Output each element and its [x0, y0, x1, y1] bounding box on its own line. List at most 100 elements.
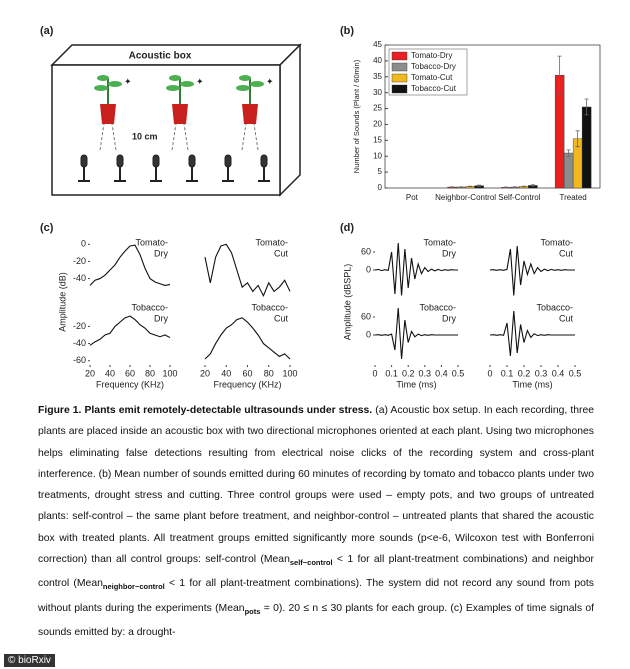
- y-tick-label: 0: [81, 239, 86, 249]
- y-tick-label: -60: [73, 355, 86, 365]
- legend-swatch: [391, 62, 408, 72]
- legend-swatch: [391, 73, 408, 83]
- y-axis-label: Number of Sounds (Plant / 60min): [352, 59, 361, 173]
- series-label: Tobacco-: [536, 302, 573, 312]
- line: [89, 244, 171, 286]
- series-label: Tomato-: [135, 237, 168, 247]
- x-tick-label: 40: [221, 368, 231, 378]
- svg-text:✦: ✦: [124, 76, 132, 86]
- panel-label: (c): [40, 222, 54, 234]
- y-axis-label: Amplitude (dB): [57, 272, 67, 332]
- x-axis-label: Frequency (KHz): [96, 379, 164, 389]
- panel-label: (d): [340, 222, 354, 234]
- y-tick-label: 60: [361, 311, 371, 321]
- x-tick-label: 100: [162, 368, 177, 378]
- x-tick-label: 0.1: [385, 368, 398, 378]
- plot-frame: [384, 44, 601, 189]
- acoustic-box: [50, 43, 302, 197]
- x-tick-label: 80: [264, 368, 274, 378]
- x-tick-label: 0.5: [452, 368, 465, 378]
- microphones: [78, 154, 270, 182]
- box-title: Acoustic box: [129, 51, 192, 62]
- series-label: Tobacco-: [419, 302, 456, 312]
- error-bar: [566, 149, 571, 157]
- caption: Figure 1. Plants emit remotely-detectabl…: [38, 400, 594, 644]
- x-tick-label: 0.4: [435, 368, 448, 378]
- svg-text:✦: ✦: [196, 76, 204, 86]
- caption-run: = 0). 20 ≤ n ≤ 30 plants for each group.…: [38, 602, 594, 639]
- y-tick-label: 0: [378, 183, 383, 192]
- y-tick-label: 0: [366, 329, 371, 339]
- series-label: Dry: [442, 248, 456, 258]
- x-tick-label: 0.2: [402, 368, 415, 378]
- y-tick-label: -20: [73, 321, 86, 331]
- error-bar: [557, 55, 562, 95]
- x-tick-label: 20: [200, 368, 210, 378]
- y-tick-label: 45: [373, 40, 382, 49]
- legend-label: Tomato-Cut: [411, 73, 453, 82]
- error-bar: [575, 130, 580, 148]
- x-tick-label: Self-Control: [498, 193, 540, 202]
- series-label: Tobacco-: [131, 302, 168, 312]
- x-tick-label: 0.1: [501, 368, 514, 378]
- series-label: Cut: [274, 248, 289, 258]
- x-axis-label: Time (ms): [512, 379, 552, 389]
- line: [204, 243, 291, 298]
- y-tick-label: 10: [373, 151, 382, 160]
- caption-run: pots: [244, 606, 261, 616]
- x-tick-label: 0.3: [535, 368, 548, 378]
- x-tick-label: 20: [85, 368, 95, 378]
- caption-run: Figure 1. Plants emit remotely-detectabl…: [38, 405, 373, 416]
- series-label: Tomato-: [255, 237, 288, 247]
- panel-label: (b): [340, 25, 354, 37]
- y-tick-label: -20: [73, 256, 86, 266]
- plants: ✦ ✦ ✦: [94, 75, 274, 151]
- caption-run: < 1 for all plant-treatment combinations…: [38, 578, 595, 614]
- line: [374, 307, 458, 360]
- caption-run: (a) Acoustic box setup. In each recordin…: [38, 405, 595, 566]
- bar: [563, 152, 574, 189]
- legend-swatch: [391, 51, 408, 61]
- series-label: Tomato-: [423, 237, 456, 247]
- line: [89, 315, 171, 346]
- y-tick-label: 0: [366, 264, 371, 274]
- series-label: Cut: [559, 313, 574, 323]
- series-label: Dry: [154, 313, 168, 323]
- error-bar: [468, 185, 473, 188]
- y-tick-label: 40: [373, 56, 382, 65]
- x-tick-label: 100: [282, 368, 297, 378]
- series-label: Cut: [274, 313, 289, 323]
- x-tick-label: 80: [145, 368, 155, 378]
- error-bar: [521, 185, 526, 188]
- x-tick-label: Treated: [559, 193, 586, 202]
- caption-run: neighbor−control: [102, 582, 165, 592]
- y-tick-label: 60: [361, 246, 371, 256]
- x-tick-label: 0.4: [552, 368, 565, 378]
- y-tick-label: 25: [373, 104, 382, 113]
- error-bar: [459, 186, 464, 188]
- y-axis-label: Amplitude (dBSPL): [342, 264, 352, 341]
- error-bar: [503, 186, 508, 189]
- footer: © bioRxiv: [4, 654, 55, 667]
- y-tick-label: -40: [73, 273, 86, 283]
- x-axis-label: Frequency (KHz): [213, 379, 281, 389]
- error-bar: [530, 184, 535, 187]
- y-tick-label: -40: [73, 338, 86, 348]
- legend-label: Tomato-Dry: [411, 51, 452, 60]
- legend-label: Tobacco-Dry: [411, 62, 456, 71]
- x-tick-label: Pot: [406, 193, 419, 202]
- svg-text:✦: ✦: [266, 76, 274, 86]
- error-bar: [584, 98, 589, 116]
- x-tick-label: 0.5: [569, 368, 582, 378]
- caption-run: < 1 for all plant-treatment combinations…: [38, 554, 595, 590]
- series-label: Dry: [442, 313, 456, 323]
- y-tick-label: 20: [373, 120, 382, 129]
- caption-run: self−control: [289, 558, 333, 568]
- bar: [581, 106, 592, 189]
- figure: (a) (b) (c) (d) Acoustic box ✦ ✦ ✦: [40, 25, 601, 389]
- x-tick-label: 0.2: [518, 368, 531, 378]
- line: [489, 310, 575, 357]
- x-tick-label: 40: [105, 368, 115, 378]
- error-bar: [450, 186, 455, 188]
